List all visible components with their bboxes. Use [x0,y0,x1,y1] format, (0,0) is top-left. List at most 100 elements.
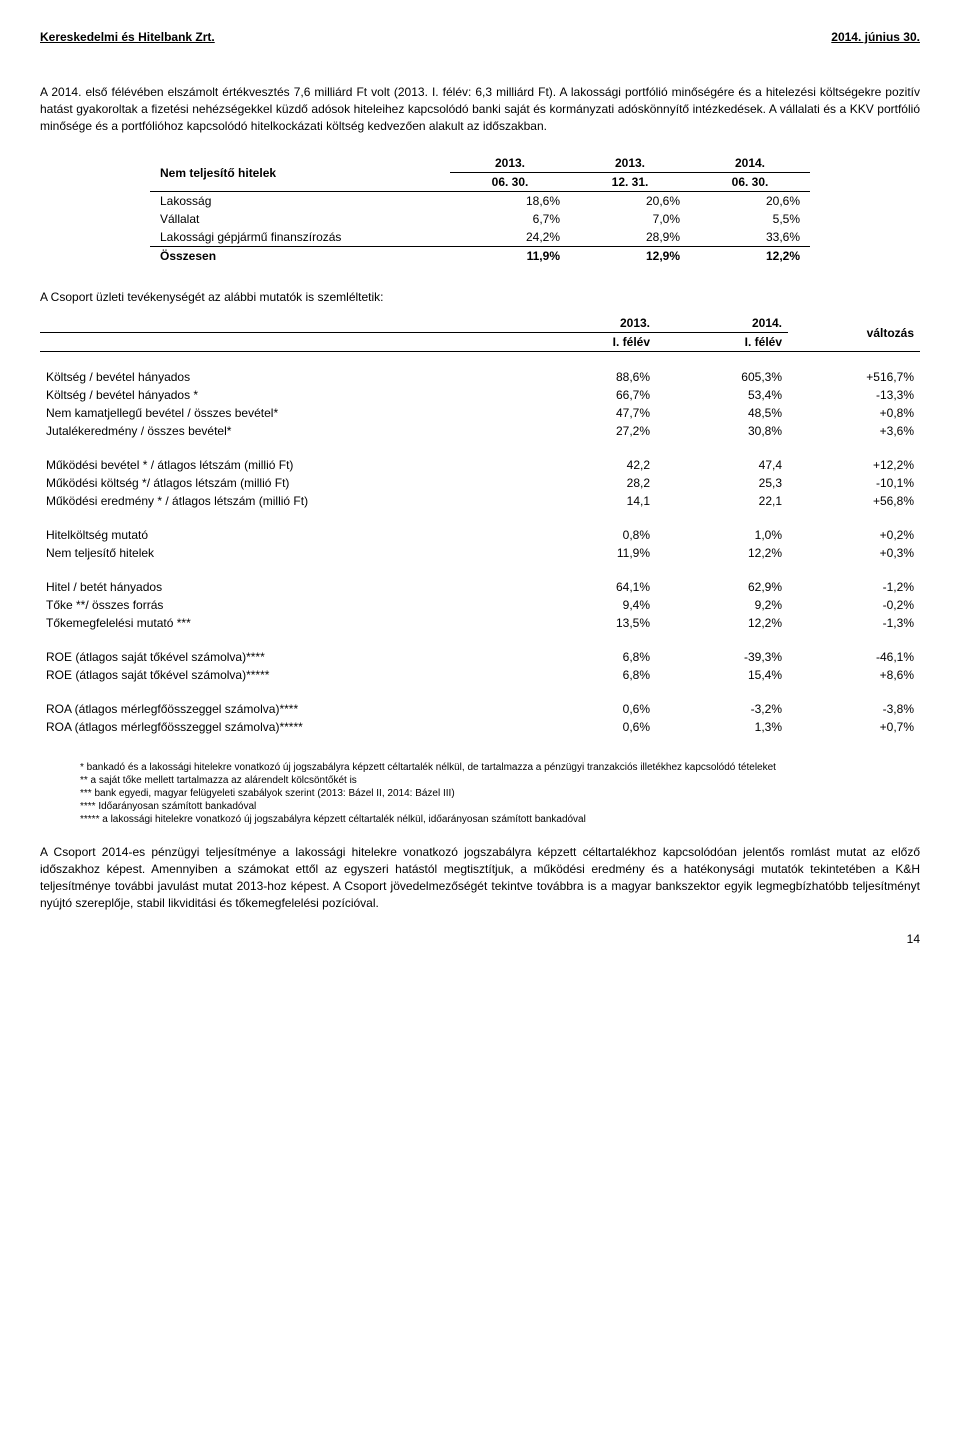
row-value: 47,7% [524,404,656,422]
row-label: Működési eredmény * / átlagos létszám (m… [40,492,524,510]
row-value: +8,6% [788,666,920,684]
table-row: Hitelköltség mutató0,8%1,0%+0,2% [40,526,920,544]
row-label: Vállalat [150,210,450,228]
page-header: Kereskedelmi és Hitelbank Zrt. 2014. jún… [40,30,920,44]
row-value: +0,7% [788,718,920,736]
npl-col-top: 2013. [450,154,570,173]
npl-col-bottom: 12. 31. [570,173,690,192]
ratios-col-top: 2013. [524,314,656,333]
row-value: +0,3% [788,544,920,562]
row-value: 13,5% [524,614,656,632]
row-value: 7,0% [570,210,690,228]
row-label: Költség / bevétel hányados * [40,386,524,404]
row-value: -39,3% [656,648,788,666]
npl-col-bottom: 06. 30. [690,173,810,192]
row-value: +0,8% [788,404,920,422]
group-spacer [40,684,920,700]
row-value: -0,2% [788,596,920,614]
table-row: Költség / bevétel hányados88,6%605,3%+51… [40,368,920,386]
table-row: Vállalat6,7%7,0%5,5% [150,210,810,228]
row-label: Jutalékeredmény / összes bevétel* [40,422,524,440]
row-value: 22,1 [656,492,788,510]
ratios-col-top: 2014. [656,314,788,333]
row-value: 15,4% [656,666,788,684]
row-value: 0,8% [524,526,656,544]
row-value: 25,3 [656,474,788,492]
table-row: Hitel / betét hányados64,1%62,9%-1,2% [40,578,920,596]
row-value: 6,8% [524,648,656,666]
table-row: ROE (átlagos saját tőkével számolva)****… [40,666,920,684]
npl-table: Nem teljesítő hitelek 2013. 2013. 2014. … [150,154,810,265]
row-value: 9,4% [524,596,656,614]
footnote-line: ** a saját tőke mellett tartalmazza az a… [80,774,920,787]
table-row: Tőkemegfelelési mutató ***13,5%12,2%-1,3… [40,614,920,632]
page-number: 14 [40,932,920,946]
row-label: Hitel / betét hányados [40,578,524,596]
row-value: 28,9% [570,228,690,247]
table-row: Lakossági gépjármű finanszírozás24,2%28,… [150,228,810,247]
row-value: 6,8% [524,666,656,684]
header-left: Kereskedelmi és Hitelbank Zrt. [40,30,215,44]
ratios-table: 2013. 2014. változás I. félév I. félév K… [40,314,920,736]
row-label: Tőkemegfelelési mutató *** [40,614,524,632]
row-value: 20,6% [690,192,810,211]
table-row: Működési eredmény * / átlagos létszám (m… [40,492,920,510]
table-row: Működési költség */ átlagos létszám (mil… [40,474,920,492]
row-value: 14,1 [524,492,656,510]
total-value: 12,9% [570,247,690,266]
table-row: ROA (átlagos mérlegfőösszeggel számolva)… [40,700,920,718]
row-value: 605,3% [656,368,788,386]
row-value: +516,7% [788,368,920,386]
row-label: ROE (átlagos saját tőkével számolva)****… [40,666,524,684]
ratios-lead: A Csoport üzleti tevékenységét az alábbi… [40,290,920,304]
footnote-line: ***** a lakossági hitelekre vonatkozó új… [80,813,920,826]
row-value: 1,3% [656,718,788,736]
ratios-col-change: változás [788,314,920,352]
ratios-col-bottom: I. félév [524,333,656,352]
table-row: Nem teljesítő hitelek11,9%12,2%+0,3% [40,544,920,562]
group-spacer [40,562,920,578]
row-label: ROA (átlagos mérlegfőösszeggel számolva)… [40,700,524,718]
row-label: Nem kamatjellegű bevétel / összes bevéte… [40,404,524,422]
row-value: 33,6% [690,228,810,247]
row-value: -1,3% [788,614,920,632]
row-value: 42,2 [524,456,656,474]
row-value: 66,7% [524,386,656,404]
row-value: 47,4 [656,456,788,474]
row-value: 0,6% [524,700,656,718]
total-value: 11,9% [450,247,570,266]
row-value: 20,6% [570,192,690,211]
row-value: 30,8% [656,422,788,440]
row-value: 88,6% [524,368,656,386]
row-value: 53,4% [656,386,788,404]
group-spacer [40,632,920,648]
row-value: 64,1% [524,578,656,596]
row-value: -13,3% [788,386,920,404]
row-value: 62,9% [656,578,788,596]
row-value: 1,0% [656,526,788,544]
row-value: -10,1% [788,474,920,492]
footnote-line: * bankadó és a lakossági hitelekre vonat… [80,761,920,774]
row-value: 48,5% [656,404,788,422]
total-label: Összesen [150,247,450,266]
row-label: Lakossági gépjármű finanszírozás [150,228,450,247]
npl-col-top: 2014. [690,154,810,173]
intro-paragraph: A 2014. első félévében elszámolt értékve… [40,84,920,134]
npl-col-top: 2013. [570,154,690,173]
row-value: +0,2% [788,526,920,544]
row-value: 24,2% [450,228,570,247]
row-label: Lakosság [150,192,450,211]
total-row: Összesen11,9%12,9%12,2% [150,247,810,266]
group-spacer [40,440,920,456]
row-label: Hitelköltség mutató [40,526,524,544]
row-value: 18,6% [450,192,570,211]
npl-col-bottom: 06. 30. [450,173,570,192]
group-spacer [40,510,920,526]
ratios-col-bottom: I. félév [656,333,788,352]
row-value: +12,2% [788,456,920,474]
header-right: 2014. június 30. [831,30,920,44]
row-label: Nem teljesítő hitelek [40,544,524,562]
table-row: Jutalékeredmény / összes bevétel*27,2%30… [40,422,920,440]
row-label: Költség / bevétel hányados [40,368,524,386]
table-row: Lakosság18,6%20,6%20,6% [150,192,810,211]
